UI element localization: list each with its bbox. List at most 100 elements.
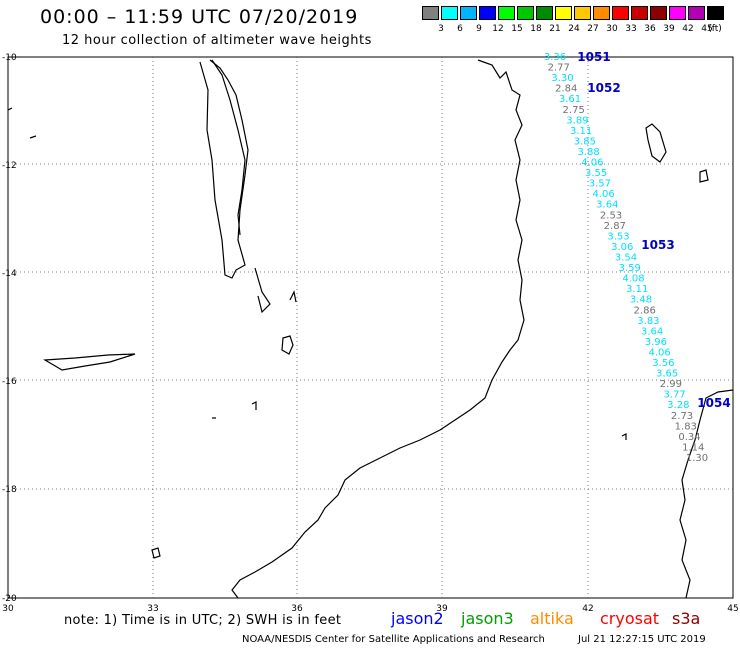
wave-height-reading: 4.06 xyxy=(581,158,603,169)
wave-height-reading: 1.14 xyxy=(682,442,704,453)
wave-height-reading: 2.75 xyxy=(563,105,585,116)
legend-swatch xyxy=(498,6,515,20)
wave-height-reading: 2.99 xyxy=(660,379,682,390)
sat-jason3: jason3 xyxy=(461,609,514,628)
lake-malawi-west-shore xyxy=(199,59,249,279)
footer-note: note: 1) Time is in UTC; 2) SWH is in fe… xyxy=(64,613,342,628)
legend-swatch xyxy=(650,6,667,20)
legend-swatch xyxy=(593,6,610,20)
map-frame xyxy=(7,56,734,599)
pass-number: 1054 xyxy=(697,396,730,410)
credit-line: NOAA/NESDIS Center for Satellite Applica… xyxy=(242,634,545,645)
sat-altika: altika xyxy=(530,609,574,628)
wave-height-reading: 3.48 xyxy=(630,295,652,306)
wave-height-reading: 2.73 xyxy=(671,411,693,422)
lake-kariba xyxy=(43,353,136,371)
comoros-island-2 xyxy=(699,169,709,183)
wave-height-reading: 0.34 xyxy=(678,432,700,443)
wave-height-reading: 3.55 xyxy=(585,168,607,179)
altimeter-readings: 3.362.773.302.843.612.753.893.113.853.88… xyxy=(544,52,708,464)
lake-malawi-south xyxy=(254,267,271,314)
lon-label: 42 xyxy=(582,604,593,614)
legend-label: 15 xyxy=(511,24,523,34)
wave-height-reading: 3.57 xyxy=(589,179,611,190)
legend-swatch xyxy=(479,6,496,20)
lon-label: 39 xyxy=(436,604,448,614)
legend-swatch xyxy=(460,6,477,20)
wave-height-reading: 2.77 xyxy=(548,63,570,74)
legend-swatch xyxy=(669,6,686,20)
legend-label: 42 xyxy=(682,24,694,34)
lat-label: -16 xyxy=(2,377,17,387)
wave-height-reading: 3.64 xyxy=(641,326,663,337)
lake-small-2 xyxy=(29,135,37,139)
legend-swatch xyxy=(536,6,553,20)
legend-label: 21 xyxy=(549,24,561,34)
wave-height-reading: 4.06 xyxy=(592,189,614,200)
wave-height-reading: 1.30 xyxy=(686,453,708,464)
wave-height-reading: 3.59 xyxy=(619,263,641,274)
legend-label: 36 xyxy=(644,24,656,34)
wave-height-reading: 3.54 xyxy=(615,253,637,264)
wave-height-reading: 3.28 xyxy=(667,400,689,411)
wave-height-reading: 2.84 xyxy=(555,84,577,95)
legend-swatch xyxy=(707,6,724,20)
pass-number: 1052 xyxy=(587,81,620,95)
wave-height-reading: 3.89 xyxy=(566,115,588,126)
madagascar-north xyxy=(679,389,734,599)
lake-malawi-east-shore xyxy=(211,59,246,236)
lat-label: -12 xyxy=(2,161,17,171)
wave-height-reading: 3.11 xyxy=(570,126,592,137)
wave-height-reading: 3.06 xyxy=(611,242,633,253)
wave-height-reading: 3.61 xyxy=(559,94,581,105)
legend-label: 9 xyxy=(476,24,482,34)
legend-swatch xyxy=(574,6,591,20)
legend-label: 6 xyxy=(457,24,463,34)
lat-label: -10 xyxy=(2,53,17,63)
wave-height-reading: 3.65 xyxy=(656,369,678,380)
wave-height-reading: 3.77 xyxy=(663,390,685,401)
wave-height-reading: 2.87 xyxy=(604,221,626,232)
lat-label: -20 xyxy=(2,594,17,604)
legend-label: 12 xyxy=(492,24,504,34)
sat-jason2: jason2 xyxy=(391,609,444,628)
wave-height-reading: 3.56 xyxy=(652,358,674,369)
wave-height-reading: 3.64 xyxy=(596,200,618,211)
legend-unit: (ft) xyxy=(708,24,722,34)
legend-label: 27 xyxy=(587,24,599,34)
legend-swatch xyxy=(688,6,705,20)
wave-height-reading: 3.11 xyxy=(626,284,648,295)
legend-label: 3 xyxy=(438,24,444,34)
generated-timestamp: Jul 21 12:27:15 UTC 2019 xyxy=(578,634,706,645)
lon-label: 36 xyxy=(291,604,303,614)
legend-swatch xyxy=(555,6,572,20)
sat-cryosat: cryosat xyxy=(600,609,660,628)
island-small-2 xyxy=(251,401,257,410)
lake-small-1 xyxy=(289,290,297,303)
coastlines xyxy=(7,59,734,599)
wave-height-reading: 3.96 xyxy=(645,337,667,348)
legend-label: 30 xyxy=(606,24,618,34)
map-subtitle: 12 hour collection of altimeter wave hei… xyxy=(62,33,372,48)
legend-swatch xyxy=(631,6,648,20)
legend-label: 24 xyxy=(568,24,580,34)
wave-height-reading: 3.36 xyxy=(544,52,566,63)
wave-height-reading: 2.86 xyxy=(634,305,656,316)
mozambique-coast xyxy=(231,59,525,599)
lat-label: -14 xyxy=(2,269,17,279)
lake-chilwa xyxy=(281,335,294,355)
legend-label: 18 xyxy=(530,24,542,34)
island-small-4 xyxy=(151,547,161,559)
pass-numbers: 1051 1052 1053 1054 xyxy=(577,50,730,410)
longitude-labels: 30 33 36 39 42 45 xyxy=(2,604,738,614)
pass-number: 1053 xyxy=(641,238,674,252)
wave-height-reading: 3.88 xyxy=(577,147,599,158)
wave-height-reading: 3.85 xyxy=(574,136,596,147)
lat-label: -18 xyxy=(2,485,17,495)
wave-height-reading: 2.53 xyxy=(600,210,622,221)
island-small-5 xyxy=(7,107,13,111)
comoros-island-1 xyxy=(645,123,667,163)
wave-height-reading: 4.06 xyxy=(648,347,670,358)
legend-label: 45 xyxy=(701,24,713,34)
